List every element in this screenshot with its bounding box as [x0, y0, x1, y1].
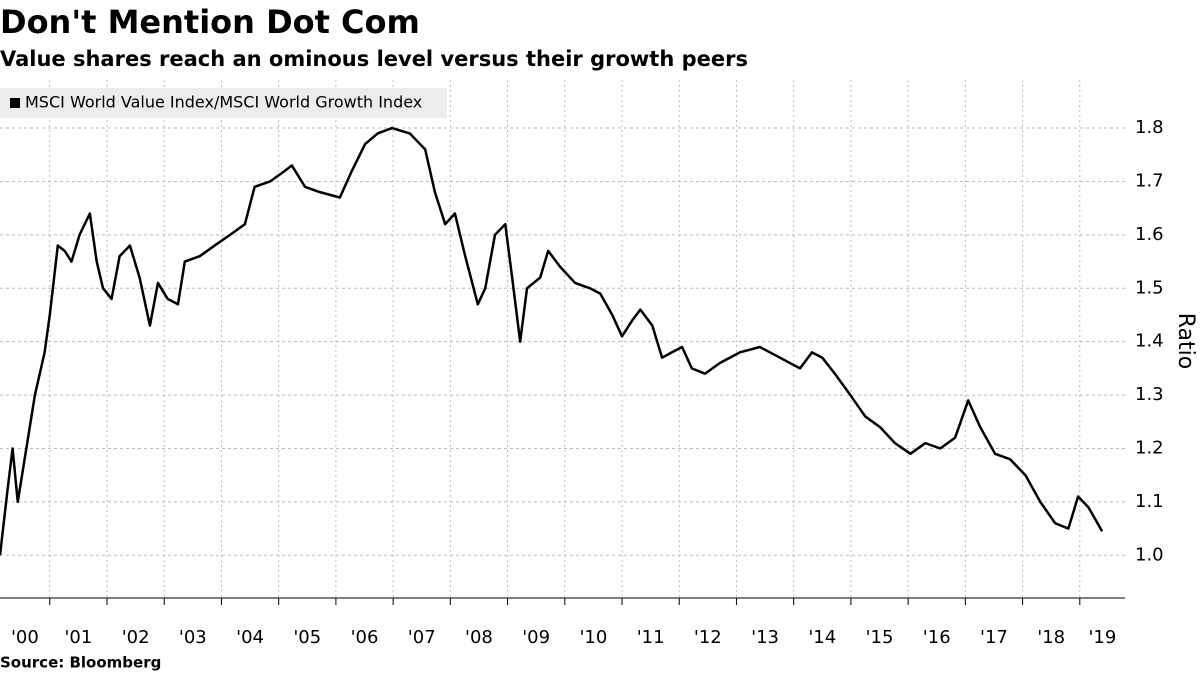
x-tick-label: '18	[1037, 627, 1065, 648]
x-tick-label: '16	[923, 627, 951, 648]
y-axis-label: Ratio	[1173, 313, 1198, 369]
x-tick-label: '04	[236, 627, 264, 648]
x-tick-label: '00	[11, 627, 39, 648]
chart-subtitle: Value shares reach an ominous level vers…	[0, 47, 748, 71]
legend-label: MSCI World Value Index/MSCI World Growth…	[25, 93, 422, 112]
y-tick-label: 1.0	[1135, 544, 1164, 565]
x-tick-label: '07	[408, 627, 436, 648]
source-note: Source: Bloomberg	[0, 654, 161, 672]
y-tick-label: 1.5	[1135, 277, 1164, 298]
chart-title: Don't Mention Dot Com	[0, 3, 420, 41]
x-tick-label: '03	[179, 627, 207, 648]
y-tick-label: 1.2	[1135, 437, 1164, 458]
data-line	[0, 126, 1104, 556]
x-tick-label: '09	[522, 627, 550, 648]
y-tick-label: 1.4	[1135, 331, 1164, 352]
x-tick-label: '14	[808, 627, 836, 648]
legend-swatch	[10, 98, 20, 108]
y-tick-label: 1.6	[1135, 224, 1164, 245]
x-tick-label: '11	[637, 627, 665, 648]
x-tick-label: '17	[980, 627, 1008, 648]
x-tick-label: '01	[64, 627, 92, 648]
x-tick-label: '08	[465, 627, 493, 648]
x-tick-label: '19	[1088, 627, 1116, 648]
x-tick-label: '12	[694, 627, 722, 648]
x-tick-label: '10	[579, 627, 607, 648]
y-tick-label: 1.3	[1135, 384, 1164, 405]
y-tick-label: 1.1	[1135, 491, 1164, 512]
x-tick-label: '05	[293, 627, 321, 648]
x-tick-label: '02	[122, 627, 150, 648]
legend-background	[0, 88, 447, 118]
x-tick-label: '06	[351, 627, 379, 648]
x-tick-label: '15	[866, 627, 894, 648]
y-tick-label: 1.7	[1135, 170, 1164, 191]
x-tick-label: '13	[751, 627, 779, 648]
y-tick-label: 1.8	[1135, 117, 1164, 138]
